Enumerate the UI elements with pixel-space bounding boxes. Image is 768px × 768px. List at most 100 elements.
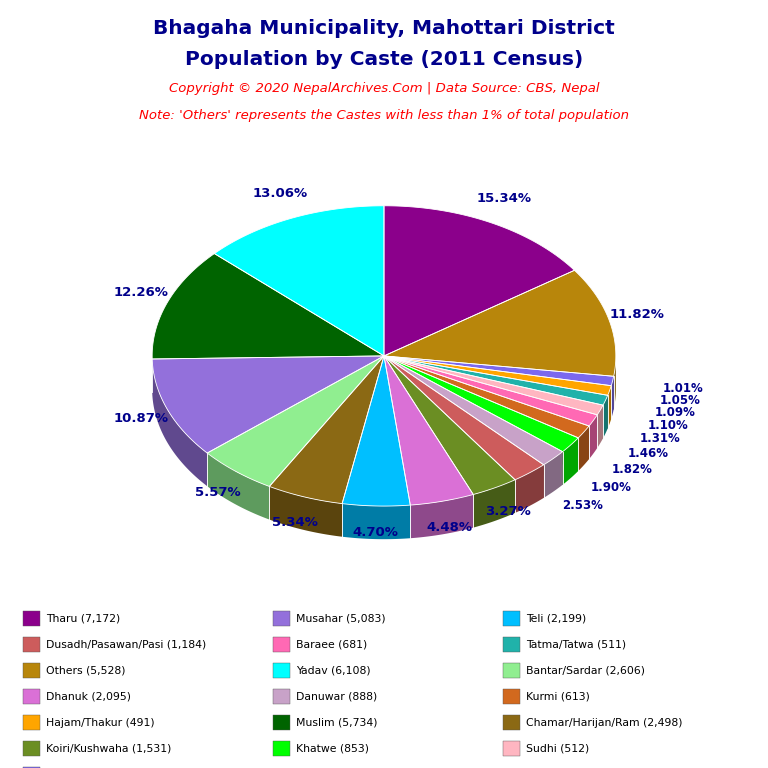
Text: 4.48%: 4.48%	[426, 521, 472, 534]
Text: 1.01%: 1.01%	[663, 382, 703, 395]
Text: Population by Caste (2011 Census): Population by Caste (2011 Census)	[185, 50, 583, 69]
Polygon shape	[384, 356, 603, 439]
Text: Koiri/Kushwaha (1,531): Koiri/Kushwaha (1,531)	[46, 743, 171, 754]
Polygon shape	[214, 206, 384, 356]
Text: Muslim (5,734): Muslim (5,734)	[296, 717, 377, 728]
Polygon shape	[384, 356, 603, 415]
Polygon shape	[384, 356, 607, 406]
Polygon shape	[384, 356, 589, 438]
Polygon shape	[270, 486, 342, 537]
Polygon shape	[384, 356, 598, 448]
Polygon shape	[384, 356, 607, 429]
Polygon shape	[384, 356, 607, 429]
Text: 1.31%: 1.31%	[640, 432, 680, 445]
Text: 1.46%: 1.46%	[628, 447, 669, 460]
Polygon shape	[384, 356, 578, 471]
Polygon shape	[384, 356, 611, 419]
Polygon shape	[384, 356, 563, 465]
Polygon shape	[152, 253, 384, 359]
Polygon shape	[207, 453, 270, 519]
Polygon shape	[384, 356, 614, 386]
Polygon shape	[270, 356, 384, 519]
Text: Khatwe (853): Khatwe (853)	[296, 743, 369, 754]
Polygon shape	[603, 396, 607, 439]
Text: Tatma/Tatwa (511): Tatma/Tatwa (511)	[526, 639, 626, 650]
Polygon shape	[384, 356, 410, 538]
Text: Copyright © 2020 NepalArchives.Com | Data Source: CBS, Nepal: Copyright © 2020 NepalArchives.Com | Dat…	[169, 82, 599, 95]
Polygon shape	[270, 356, 384, 504]
Polygon shape	[384, 356, 515, 495]
Polygon shape	[598, 406, 603, 448]
Text: 13.06%: 13.06%	[253, 187, 308, 200]
Polygon shape	[152, 356, 384, 392]
Polygon shape	[384, 356, 473, 528]
Text: Baraee (681): Baraee (681)	[296, 639, 367, 650]
Text: 4.70%: 4.70%	[353, 527, 398, 539]
Polygon shape	[614, 356, 616, 409]
Polygon shape	[563, 438, 578, 485]
Polygon shape	[384, 356, 544, 498]
Polygon shape	[410, 495, 473, 538]
Text: 1.82%: 1.82%	[612, 463, 653, 476]
Text: 11.82%: 11.82%	[609, 308, 664, 321]
Polygon shape	[384, 356, 563, 485]
Polygon shape	[611, 376, 614, 419]
Text: 3.27%: 3.27%	[485, 505, 531, 518]
Polygon shape	[384, 356, 611, 419]
Text: 1.05%: 1.05%	[659, 394, 700, 407]
Text: Dusadh/Pasawan/Pasi (1,184): Dusadh/Pasawan/Pasi (1,184)	[46, 639, 207, 650]
Polygon shape	[384, 356, 515, 513]
Polygon shape	[207, 356, 384, 486]
Polygon shape	[342, 504, 410, 539]
Polygon shape	[384, 356, 473, 528]
Polygon shape	[607, 386, 611, 429]
Polygon shape	[473, 480, 515, 528]
Polygon shape	[384, 356, 473, 505]
Polygon shape	[384, 356, 603, 439]
Polygon shape	[384, 356, 544, 480]
Text: Note: 'Others' represents the Castes with less than 1% of total population: Note: 'Others' represents the Castes wit…	[139, 109, 629, 122]
Polygon shape	[384, 356, 544, 498]
Polygon shape	[152, 356, 384, 392]
Text: Others (5,528): Others (5,528)	[46, 665, 126, 676]
Text: Kurmi (613): Kurmi (613)	[526, 691, 590, 702]
Polygon shape	[207, 356, 384, 486]
Text: 1.10%: 1.10%	[648, 419, 689, 432]
Polygon shape	[342, 356, 410, 506]
Text: 15.34%: 15.34%	[477, 193, 532, 205]
Polygon shape	[342, 356, 384, 537]
Polygon shape	[384, 356, 614, 409]
Polygon shape	[384, 206, 574, 356]
Text: Bantar/Sardar (2,606): Bantar/Sardar (2,606)	[526, 665, 645, 676]
Text: Tharu (7,172): Tharu (7,172)	[46, 613, 121, 624]
Polygon shape	[384, 356, 598, 448]
Text: Danuwar (888): Danuwar (888)	[296, 691, 377, 702]
Polygon shape	[384, 356, 578, 452]
Polygon shape	[152, 359, 207, 486]
Text: Yadav (6,108): Yadav (6,108)	[296, 665, 370, 676]
Polygon shape	[342, 356, 384, 537]
Polygon shape	[515, 465, 544, 513]
Text: 5.34%: 5.34%	[272, 516, 318, 529]
Text: Hajam/Thakur (491): Hajam/Thakur (491)	[46, 717, 154, 728]
Polygon shape	[270, 356, 384, 519]
Polygon shape	[207, 356, 384, 486]
Polygon shape	[384, 356, 611, 396]
Text: 2.53%: 2.53%	[562, 499, 603, 511]
Text: 10.87%: 10.87%	[114, 412, 169, 425]
Polygon shape	[589, 415, 598, 459]
Polygon shape	[544, 452, 563, 498]
Text: Sudhi (512): Sudhi (512)	[526, 743, 589, 754]
Polygon shape	[384, 356, 614, 409]
Polygon shape	[384, 356, 589, 459]
Text: Teli (2,199): Teli (2,199)	[526, 613, 586, 624]
Text: 5.57%: 5.57%	[196, 486, 241, 498]
Text: Musahar (5,083): Musahar (5,083)	[296, 613, 386, 624]
Text: Bhagaha Municipality, Mahottari District: Bhagaha Municipality, Mahottari District	[153, 19, 615, 38]
Polygon shape	[384, 356, 598, 426]
Text: 1.09%: 1.09%	[654, 406, 695, 419]
Polygon shape	[384, 356, 515, 513]
Polygon shape	[152, 356, 384, 453]
Polygon shape	[384, 356, 563, 485]
Text: 12.26%: 12.26%	[114, 286, 169, 300]
